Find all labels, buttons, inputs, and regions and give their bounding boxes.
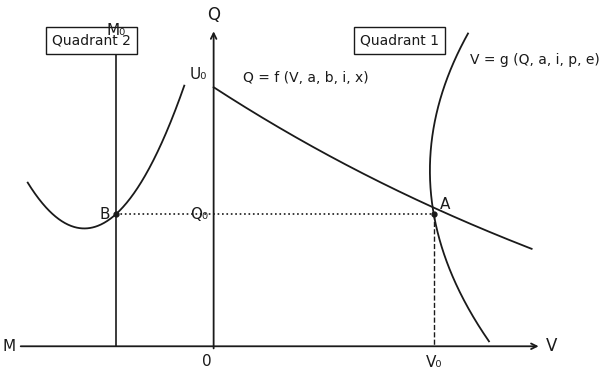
Text: B: B — [99, 207, 110, 222]
Text: V₀: V₀ — [425, 355, 442, 370]
Text: 0: 0 — [202, 354, 211, 369]
Text: Q: Q — [207, 6, 220, 24]
Text: A: A — [440, 197, 450, 212]
Text: M: M — [2, 339, 15, 354]
Text: U₀: U₀ — [189, 67, 207, 82]
Text: V = g (Q, a, i, p, e): V = g (Q, a, i, p, e) — [470, 53, 600, 67]
Text: V: V — [546, 337, 558, 355]
Text: Q = f (V, a, b, i, x): Q = f (V, a, b, i, x) — [243, 71, 368, 85]
Text: M₀: M₀ — [106, 23, 126, 38]
Text: Q₀: Q₀ — [189, 207, 208, 222]
Text: Quadrant 2: Quadrant 2 — [52, 34, 131, 48]
Text: Quadrant 1: Quadrant 1 — [360, 34, 439, 48]
